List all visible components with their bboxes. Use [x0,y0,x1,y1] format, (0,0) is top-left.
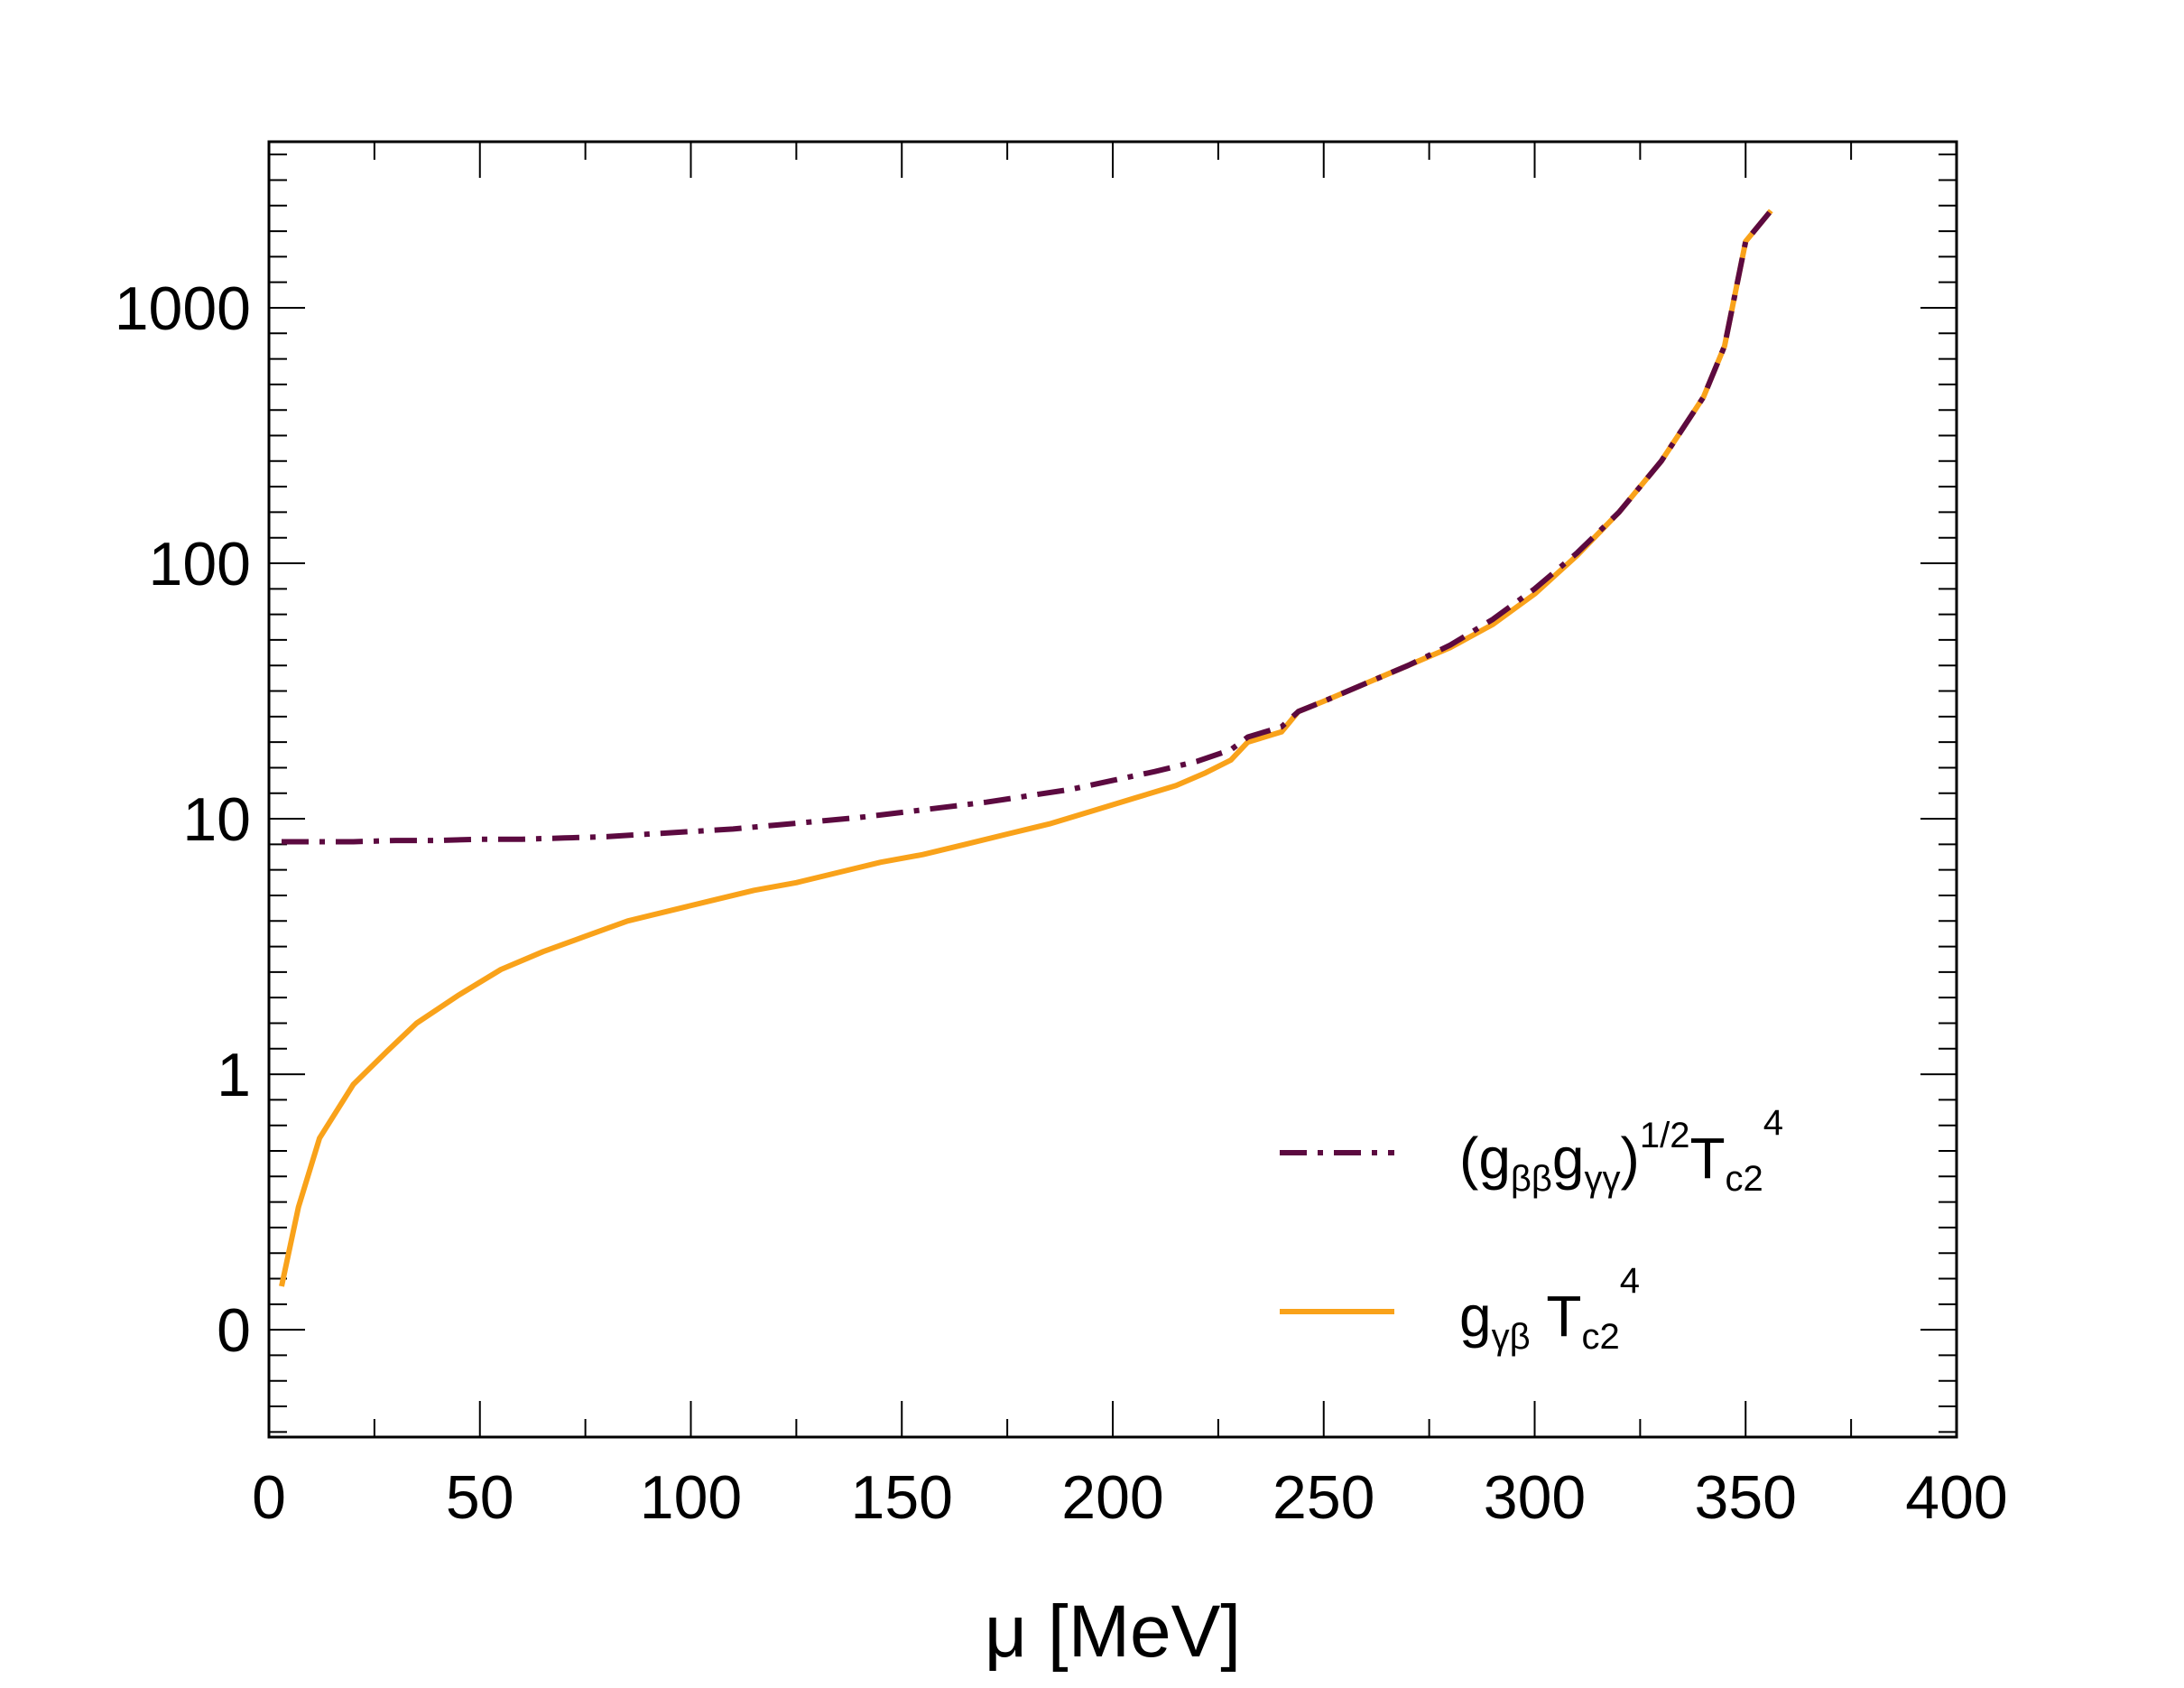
legend-1-sub3: c2 [1726,1159,1763,1199]
y-tick-label: 1 [217,1041,251,1109]
legend-1-base: (g [1459,1126,1511,1191]
x-tick-label: 400 [1905,1463,2007,1532]
legend-label-series-2: gγβ Tc24 [1459,1261,1640,1357]
x-tick-label: 250 [1272,1463,1374,1532]
plot-frame [267,140,1958,1439]
y-tick-label: 100 [149,530,251,598]
legend-1-sub2: γγ [1585,1159,1621,1199]
y-tick-label: 0 [217,1296,251,1365]
x-axis-title: μ [MeV] [985,1591,1241,1673]
legend: (gββgγγ)1/2Tc24 gγβ Tc24 [1280,1103,1783,1357]
series-line-2 [279,209,1773,1287]
legend-2-t: T [1531,1284,1582,1349]
series-line-1 [282,209,1773,845]
legend-2-sub1: γβ [1492,1317,1531,1357]
axis-ticks [268,142,1957,1437]
x-tick-label: 0 [252,1463,286,1532]
legend-2-sub3: c2 [1581,1317,1619,1357]
legend-1-t: T [1689,1126,1725,1191]
legend-label-series-1: (gββgγγ)1/2Tc24 [1459,1103,1783,1199]
y-tick-label: 1000 [115,274,251,343]
x-tick-label: 350 [1695,1463,1797,1532]
series-group [279,209,1773,1287]
legend-1-close: ) [1621,1126,1640,1191]
y-tick-label: 10 [182,785,251,854]
x-tick-label: 300 [1484,1463,1586,1532]
x-tick-label: 150 [851,1463,953,1532]
x-tick-label: 200 [1061,1463,1163,1532]
x-tick-label: 100 [640,1463,742,1532]
x-tick-label: 50 [446,1463,514,1532]
legend-1-sub1: ββ [1511,1159,1552,1199]
legend-1-sup1: 1/2 [1640,1116,1690,1155]
legend-2-base: g [1459,1284,1492,1349]
legend-1-mid: g [1552,1126,1585,1191]
legend-2-sup2: 4 [1620,1261,1640,1301]
legend-1-sup2: 4 [1763,1103,1783,1143]
axis-tick-labels: 0 50 100 150 200 250 300 350 400 0 1 10 100 1000 [115,274,2008,1532]
